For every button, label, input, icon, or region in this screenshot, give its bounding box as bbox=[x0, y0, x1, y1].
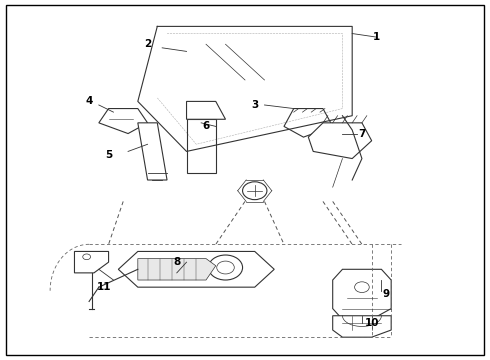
Text: 7: 7 bbox=[358, 129, 366, 139]
Text: 9: 9 bbox=[383, 289, 390, 299]
Polygon shape bbox=[284, 109, 333, 137]
Text: 8: 8 bbox=[173, 257, 180, 267]
Polygon shape bbox=[187, 102, 225, 119]
Text: 6: 6 bbox=[202, 121, 210, 131]
Polygon shape bbox=[333, 316, 391, 337]
Polygon shape bbox=[99, 109, 147, 134]
Circle shape bbox=[208, 255, 243, 280]
Polygon shape bbox=[74, 251, 109, 273]
Text: 5: 5 bbox=[105, 150, 112, 160]
Polygon shape bbox=[187, 119, 216, 173]
Text: 10: 10 bbox=[365, 318, 379, 328]
Polygon shape bbox=[308, 123, 372, 158]
Text: 1: 1 bbox=[373, 32, 380, 42]
Text: 3: 3 bbox=[251, 100, 258, 110]
Polygon shape bbox=[138, 123, 167, 180]
Polygon shape bbox=[138, 258, 216, 280]
Text: 4: 4 bbox=[85, 96, 93, 107]
Polygon shape bbox=[333, 269, 391, 319]
Polygon shape bbox=[118, 251, 274, 287]
Circle shape bbox=[243, 182, 267, 200]
Text: 2: 2 bbox=[144, 39, 151, 49]
Text: 11: 11 bbox=[97, 282, 111, 292]
